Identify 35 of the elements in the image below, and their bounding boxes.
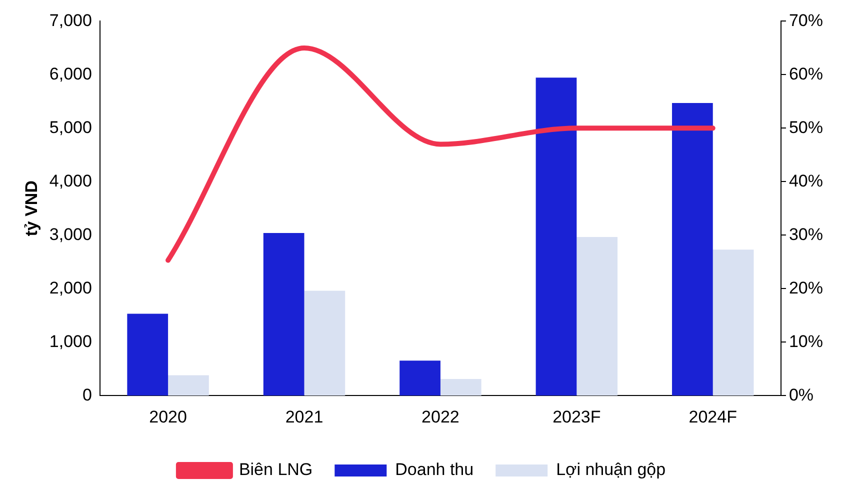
bar (536, 78, 577, 396)
legend-label: Doanh thu (395, 460, 474, 480)
y2-tick-label: 0% (788, 385, 814, 404)
y2-tick-label: 30% (788, 224, 824, 244)
y2-tick-label: 60% (788, 64, 824, 84)
y-tick-label: 7,000 (49, 10, 92, 30)
x-tick-label: 2023F (552, 407, 601, 426)
y2-tick-label: 10% (788, 332, 824, 351)
bar (672, 103, 713, 396)
y-tick-label: 2,000 (49, 278, 92, 298)
x-tick-label: 2024F (688, 407, 737, 426)
legend-label: Biên LNG (238, 460, 313, 480)
y-tick-label: 1,000 (49, 332, 92, 351)
y-tick-label: 6,000 (49, 64, 92, 84)
y-tick-label: 0 (82, 385, 92, 404)
x-tick-label: 2022 (422, 407, 460, 426)
y-axis-title: tỷ VND (22, 180, 41, 236)
bar (127, 314, 168, 396)
bar (304, 290, 346, 396)
y2-tick-label: 50% (788, 118, 824, 137)
bar (712, 250, 754, 396)
y-tick-label: 5,000 (49, 118, 92, 137)
y2-tick-label: 70% (788, 10, 824, 30)
bar (576, 237, 618, 396)
y-tick-label: 4,000 (49, 171, 92, 190)
bar (400, 360, 440, 396)
bar (168, 375, 209, 396)
bar (440, 379, 482, 396)
x-tick-label: 2021 (285, 407, 324, 426)
y-tick-label: 3,000 (49, 224, 92, 244)
y2-tick-label: 20% (788, 278, 824, 298)
x-tick-label: 2020 (149, 407, 187, 426)
y2-tick-label: 40% (788, 171, 824, 190)
bar (263, 233, 304, 396)
legend-label: Lợi nhuận gộp (556, 460, 666, 480)
